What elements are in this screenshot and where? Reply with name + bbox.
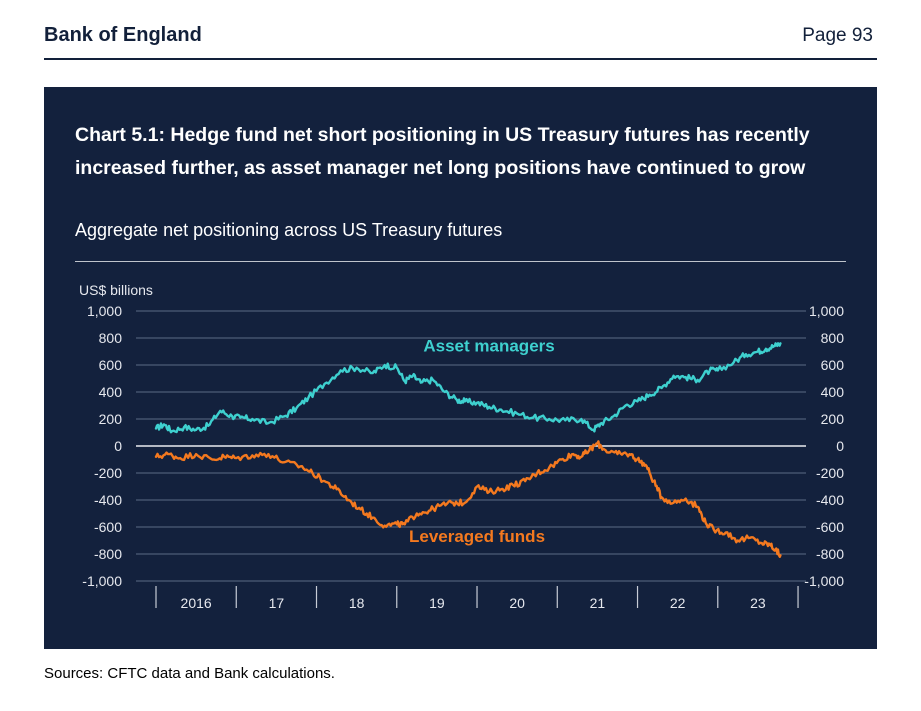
y-tick-label-left: -600 xyxy=(94,519,122,535)
y-tick-label-left: 800 xyxy=(99,330,123,346)
chart-title: Chart 5.1: Hedge fund net short position… xyxy=(75,124,810,179)
x-tick-label: 2016 xyxy=(181,595,212,611)
series-label-leveraged-funds: Leveraged funds xyxy=(409,527,545,546)
y-tick-label-right: 200 xyxy=(821,411,845,427)
y-tick-label-right: 1,000 xyxy=(809,303,844,319)
y-tick-label-left: 0 xyxy=(114,438,122,454)
y-tick-label-left: 600 xyxy=(99,357,123,373)
y-tick-label-right: 600 xyxy=(821,357,845,373)
y-tick-label-left: -800 xyxy=(94,546,122,562)
x-tick-label: 17 xyxy=(269,595,285,611)
header-organisation: Bank of England xyxy=(44,24,202,46)
x-tick-label: 18 xyxy=(349,595,365,611)
series-line-leveraged-funds xyxy=(154,440,782,558)
page-number: Page 93 xyxy=(802,25,873,46)
x-tick-label: 19 xyxy=(429,595,445,611)
panel-divider xyxy=(75,261,846,262)
chart-subtitle: Aggregate net positioning across US Trea… xyxy=(75,220,503,240)
line-chart: US$ billions 1,000 1,000 800 800 600 600 400 40… xyxy=(79,282,844,611)
grid-layer xyxy=(136,310,806,582)
y-tick-label-right: -1,000 xyxy=(804,573,844,589)
series-line-asset-managers xyxy=(154,342,782,434)
header-divider xyxy=(44,58,877,60)
sources-note: Sources: CFTC data and Bank calculations… xyxy=(44,665,335,682)
y-tick-label-right: 0 xyxy=(836,438,844,454)
y-tick-label-left: 1,000 xyxy=(87,303,122,319)
y-tick-label-right: 400 xyxy=(821,384,845,400)
annotation-layer: Asset managers Leveraged funds xyxy=(409,337,555,546)
y-tick-label-right: -600 xyxy=(816,519,844,535)
y-axis-unit-label: US$ billions xyxy=(79,282,153,298)
x-tick-label: 22 xyxy=(670,595,686,611)
y-tick-label-left: 200 xyxy=(99,411,123,427)
x-tick-label: 20 xyxy=(509,595,525,611)
y-tick-label-left: 400 xyxy=(99,384,123,400)
tick-layer: 1,000 1,000 800 800 600 600 400 400 200 200 0 0 -200… xyxy=(82,303,844,611)
y-tick-label-right: -400 xyxy=(816,492,844,508)
x-tick-label: 23 xyxy=(750,595,766,611)
chart-panel: Chart 5.1: Hedge fund net short position… xyxy=(44,87,877,649)
y-tick-label-right: 800 xyxy=(821,330,845,346)
y-tick-label-left: -400 xyxy=(94,492,122,508)
y-tick-label-right: -200 xyxy=(816,465,844,481)
y-tick-label-left: -1,000 xyxy=(82,573,122,589)
x-tick-label: 21 xyxy=(590,595,606,611)
y-tick-label-right: -800 xyxy=(816,546,844,562)
series-layer xyxy=(154,342,782,558)
series-label-asset-managers: Asset managers xyxy=(423,337,554,356)
y-tick-label-left: -200 xyxy=(94,465,122,481)
